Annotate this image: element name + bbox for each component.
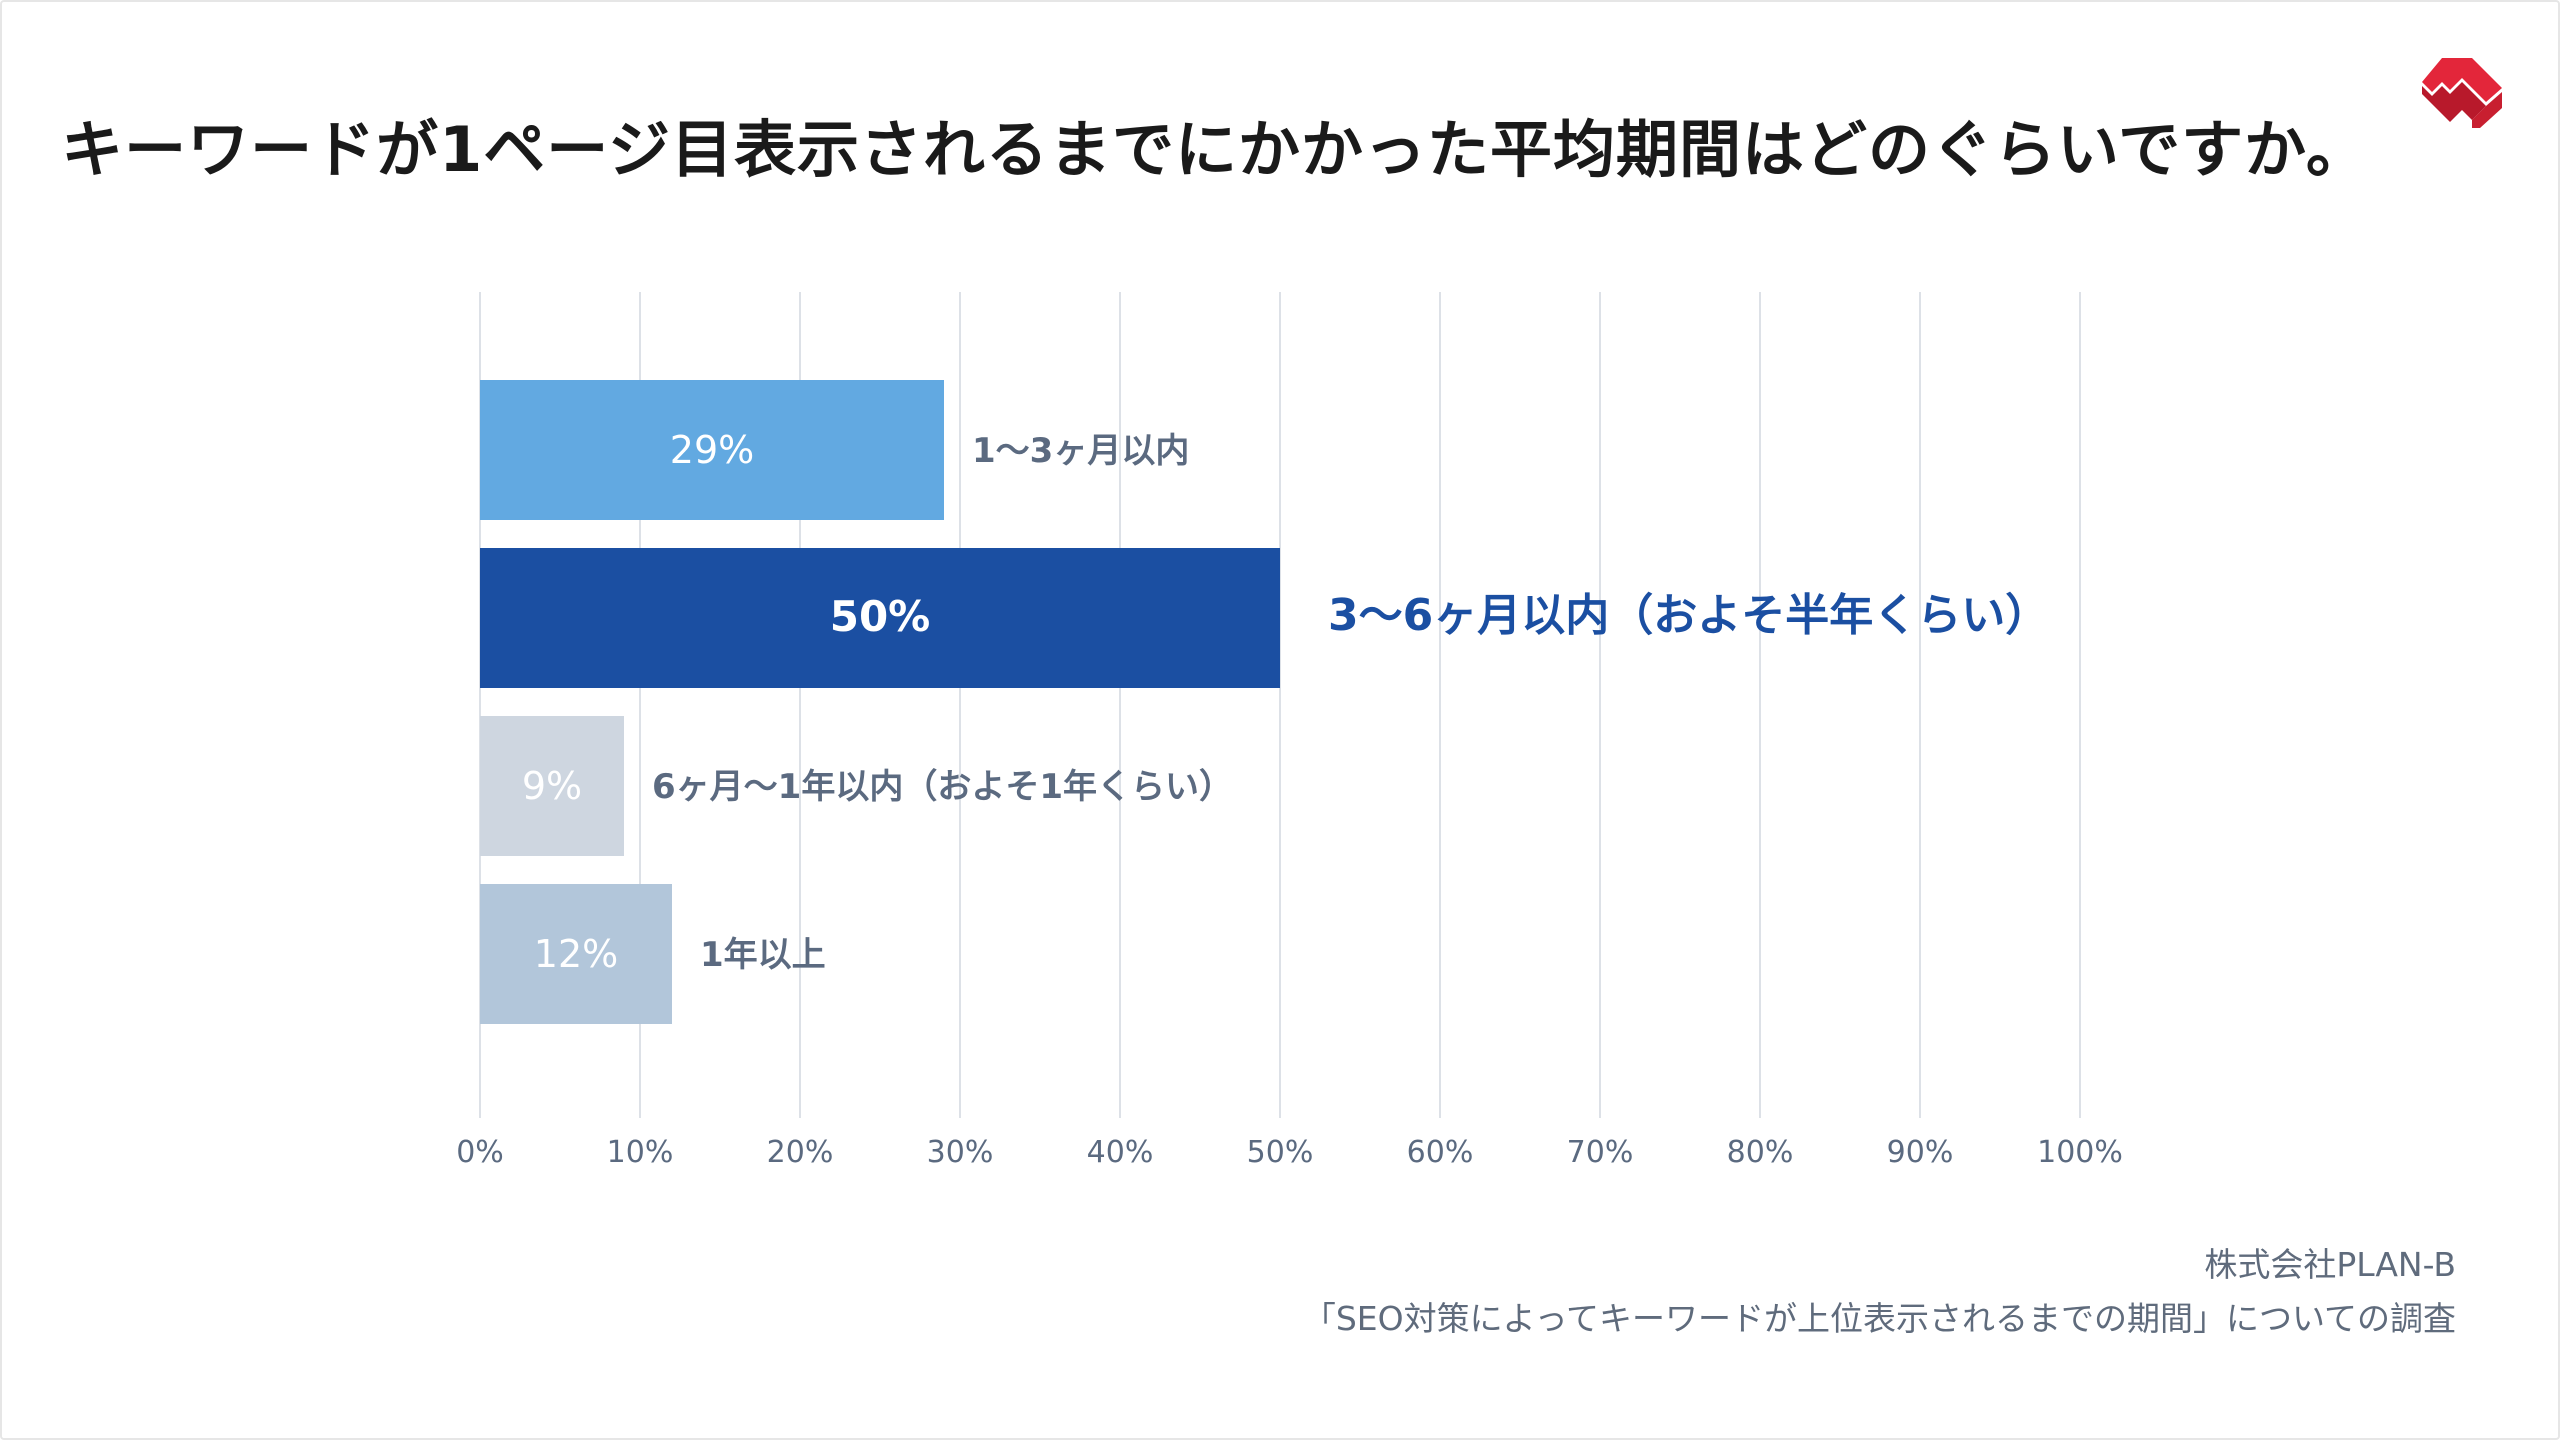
bar-value-label: 12% <box>534 932 618 976</box>
source-note: 株式会社PLAN-B 「SEO対策によってキーワードが上位表示されるまでの期間」… <box>1303 1238 2456 1346</box>
source-company: 株式会社PLAN-B <box>2204 1245 2456 1284</box>
chart-title: キーワードが1ページ目表示されるまでにかかった平均期間はどのぐらいですか。 <box>61 113 2369 186</box>
bar-category-label: 1年以上 <box>700 935 826 975</box>
bar <box>480 380 944 520</box>
bar-value-label: 9% <box>522 764 582 808</box>
x-tick-label: 60% <box>1407 1135 1474 1170</box>
bar <box>480 548 1280 688</box>
x-tick-label: 0% <box>456 1135 504 1170</box>
x-tick-label: 100% <box>2037 1135 2123 1170</box>
x-tick-label: 90% <box>1887 1135 1954 1170</box>
source-survey: 「SEO対策によってキーワードが上位表示されるまでの期間」についての調査 <box>1302 1299 2456 1338</box>
bar <box>480 884 672 1024</box>
x-tick-label: 30% <box>927 1135 994 1170</box>
x-tick-label: 20% <box>767 1135 834 1170</box>
bar-category-label: 6ヶ月〜1年以内（およそ1年くらい） <box>652 767 1233 807</box>
x-tick-label: 10% <box>607 1135 674 1170</box>
plan-b-logo-icon <box>2422 58 2502 128</box>
bar-value-label: 50% <box>830 592 931 641</box>
bars: 29% 1〜3ヶ月以内 50% 3〜6ヶ月以内（およそ半年くらい） 9% 6ヶ月〜1年以内… <box>480 380 2049 1024</box>
bar <box>480 716 624 856</box>
x-tick-label: 80% <box>1727 1135 1794 1170</box>
x-tick-label: 70% <box>1567 1135 1634 1170</box>
x-tick-label: 50% <box>1247 1135 1314 1170</box>
bar-value-label: 29% <box>670 428 754 472</box>
x-axis-ticks: 0% 10% 20% 30% 40% 50% 60% 70% 80% 90% 100% <box>456 1135 2123 1170</box>
bar-category-label: 1〜3ヶ月以内 <box>972 431 1189 471</box>
x-tick-label: 40% <box>1087 1135 1154 1170</box>
bar-category-label: 3〜6ヶ月以内（およそ半年くらい） <box>1328 590 2049 641</box>
